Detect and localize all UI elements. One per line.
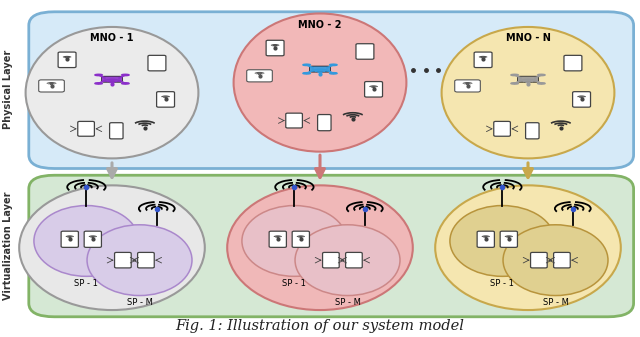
Ellipse shape bbox=[87, 225, 192, 296]
Text: MNO - N: MNO - N bbox=[506, 33, 550, 43]
FancyBboxPatch shape bbox=[157, 92, 175, 107]
FancyBboxPatch shape bbox=[292, 231, 310, 247]
Text: MNO - 1: MNO - 1 bbox=[90, 33, 134, 43]
FancyBboxPatch shape bbox=[102, 76, 122, 82]
Text: MNO - 2: MNO - 2 bbox=[298, 20, 342, 30]
FancyBboxPatch shape bbox=[138, 252, 154, 268]
FancyBboxPatch shape bbox=[317, 115, 331, 131]
FancyBboxPatch shape bbox=[346, 252, 362, 268]
FancyBboxPatch shape bbox=[365, 82, 383, 97]
Ellipse shape bbox=[19, 185, 205, 310]
Ellipse shape bbox=[234, 13, 406, 152]
FancyBboxPatch shape bbox=[494, 121, 511, 136]
FancyBboxPatch shape bbox=[518, 76, 538, 82]
Text: SP - 1: SP - 1 bbox=[74, 279, 99, 288]
Text: Virtualization Layer: Virtualization Layer bbox=[3, 192, 13, 300]
FancyBboxPatch shape bbox=[78, 121, 95, 136]
FancyBboxPatch shape bbox=[573, 92, 591, 107]
FancyBboxPatch shape bbox=[474, 52, 492, 67]
Ellipse shape bbox=[450, 206, 555, 276]
FancyBboxPatch shape bbox=[109, 123, 123, 139]
FancyBboxPatch shape bbox=[29, 12, 634, 168]
FancyBboxPatch shape bbox=[477, 231, 495, 247]
FancyBboxPatch shape bbox=[356, 44, 374, 59]
Text: SP - M: SP - M bbox=[335, 298, 360, 307]
Ellipse shape bbox=[227, 185, 413, 310]
FancyBboxPatch shape bbox=[115, 252, 131, 268]
Text: Physical Layer: Physical Layer bbox=[3, 50, 13, 129]
Text: Fig. 1: Illustration of our system model: Fig. 1: Illustration of our system model bbox=[175, 319, 465, 333]
FancyBboxPatch shape bbox=[266, 40, 284, 56]
FancyBboxPatch shape bbox=[246, 70, 272, 82]
FancyBboxPatch shape bbox=[500, 231, 518, 247]
Text: SP - M: SP - M bbox=[127, 298, 152, 307]
FancyBboxPatch shape bbox=[84, 231, 101, 247]
FancyBboxPatch shape bbox=[454, 80, 480, 92]
FancyBboxPatch shape bbox=[61, 231, 79, 247]
Ellipse shape bbox=[435, 185, 621, 310]
FancyBboxPatch shape bbox=[58, 52, 76, 67]
Ellipse shape bbox=[26, 27, 198, 158]
Ellipse shape bbox=[242, 206, 347, 276]
Ellipse shape bbox=[442, 27, 614, 158]
FancyBboxPatch shape bbox=[323, 252, 339, 268]
Text: SP - 1: SP - 1 bbox=[490, 279, 515, 288]
FancyBboxPatch shape bbox=[285, 113, 303, 128]
Ellipse shape bbox=[295, 225, 400, 296]
Ellipse shape bbox=[34, 206, 139, 276]
FancyBboxPatch shape bbox=[148, 55, 166, 71]
FancyBboxPatch shape bbox=[554, 252, 570, 268]
Text: SP - M: SP - M bbox=[543, 298, 568, 307]
FancyBboxPatch shape bbox=[531, 252, 547, 268]
Text: SP - 1: SP - 1 bbox=[282, 279, 307, 288]
FancyBboxPatch shape bbox=[525, 123, 539, 139]
FancyBboxPatch shape bbox=[29, 175, 634, 317]
FancyBboxPatch shape bbox=[310, 66, 330, 72]
FancyBboxPatch shape bbox=[38, 80, 64, 92]
FancyBboxPatch shape bbox=[564, 55, 582, 71]
FancyBboxPatch shape bbox=[269, 231, 287, 247]
Ellipse shape bbox=[503, 225, 608, 296]
